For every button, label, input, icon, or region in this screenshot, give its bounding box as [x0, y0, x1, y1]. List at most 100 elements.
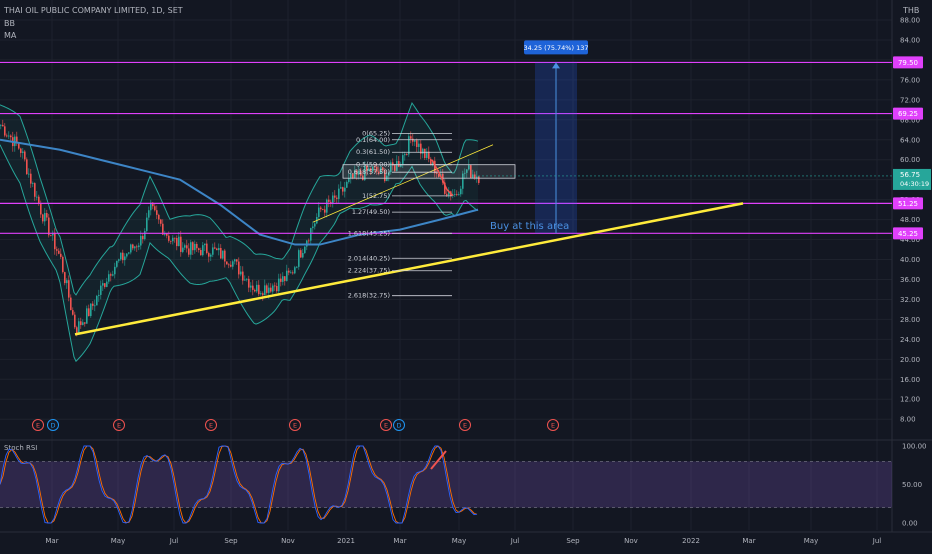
candle-body	[302, 253, 304, 258]
candle-body	[198, 248, 200, 251]
candle-body	[28, 173, 30, 175]
fib-level-label: 2.618(32.75)	[348, 292, 390, 300]
candle-body	[348, 178, 350, 182]
price-tick-label: 8.00	[900, 416, 916, 424]
time-tick-label: Nov	[624, 537, 638, 545]
indicator-bb-label[interactable]: BB	[4, 19, 15, 28]
candle-body	[166, 233, 168, 236]
candle-body	[196, 243, 198, 249]
candle-body	[206, 243, 208, 254]
candle-body	[244, 279, 246, 281]
candle-body	[120, 252, 122, 260]
candle-body	[262, 293, 264, 296]
candle-body	[390, 162, 392, 173]
candle-body	[8, 135, 10, 137]
candle-body	[178, 236, 180, 247]
candle-body	[454, 194, 456, 195]
price-tick-label: 20.00	[900, 356, 920, 364]
candle-body	[212, 247, 214, 255]
candle-body	[280, 278, 282, 282]
candle-body	[332, 195, 334, 203]
event-marker-label: E	[551, 422, 555, 430]
candle-body	[464, 172, 466, 174]
time-tick-label: Mar	[45, 537, 58, 545]
candle-body	[58, 250, 60, 254]
candle-body	[130, 244, 132, 253]
candle-body	[82, 322, 84, 325]
candle-body	[108, 274, 110, 282]
candle-body	[416, 140, 418, 147]
candle-body	[366, 165, 368, 171]
candle-body	[304, 246, 306, 254]
candle-body	[202, 245, 204, 256]
candle-body	[360, 170, 362, 176]
time-tick-label: 2022	[682, 537, 700, 545]
candle-body	[334, 195, 336, 198]
price-tick-label: 88.00	[900, 17, 920, 25]
candle-body	[330, 201, 332, 203]
candle-body	[162, 223, 164, 235]
event-marker	[547, 419, 559, 431]
candle-body	[172, 237, 174, 242]
level-tag	[893, 197, 923, 210]
event-marker	[32, 419, 44, 431]
candle-body	[98, 294, 100, 296]
candle-body	[264, 285, 266, 296]
candle-body	[296, 266, 298, 268]
time-tick-label: May	[804, 537, 818, 545]
candle-body	[444, 182, 446, 194]
event-marker-label: E	[463, 422, 467, 430]
candle-body	[398, 161, 400, 167]
candle-body	[78, 321, 80, 334]
bollinger-bands	[0, 102, 479, 363]
candle-body	[224, 250, 226, 262]
event-marker	[459, 419, 471, 431]
candle-body	[426, 151, 428, 158]
candle-body	[312, 226, 314, 229]
candle-body	[340, 187, 342, 189]
candle-body	[286, 270, 288, 281]
candle-body	[232, 261, 234, 267]
candle-body	[222, 250, 224, 259]
candle-body	[2, 124, 4, 127]
candle-body	[242, 271, 244, 281]
candle-body	[298, 250, 300, 267]
candle-body	[116, 260, 118, 267]
current-price-label: 56.75	[900, 171, 920, 179]
candle-body	[22, 151, 24, 153]
level-tag	[893, 56, 923, 69]
candle-body	[84, 322, 86, 324]
candle-body	[420, 143, 422, 154]
candle-body	[252, 285, 254, 290]
indicator-ma-label[interactable]: MA	[4, 31, 17, 40]
level-tag-label: 79.50	[898, 59, 918, 67]
price-tick-label: 60.00	[900, 156, 920, 164]
candle-body	[410, 136, 412, 139]
candle-body	[320, 207, 322, 210]
candle-body	[462, 173, 464, 189]
time-tick-label: 2021	[337, 537, 355, 545]
candle-body	[16, 136, 18, 144]
candle-body	[292, 272, 294, 274]
event-marker-label: D	[50, 422, 55, 430]
buy-annotation: Buy at this area	[490, 221, 569, 232]
candle-body	[428, 151, 430, 159]
candle-body	[34, 183, 36, 197]
candle-body	[54, 232, 56, 250]
candle-body	[128, 252, 130, 254]
candle-body	[220, 247, 222, 259]
price-tick-label: 84.00	[900, 36, 920, 44]
time-tick-label: Jul	[510, 537, 520, 545]
event-marker-label: E	[209, 422, 213, 430]
candle-body	[100, 285, 102, 295]
fibonacci-extension	[392, 133, 452, 297]
candle-body	[182, 247, 184, 252]
candle-body	[18, 143, 20, 149]
event-marker-label: E	[293, 422, 297, 430]
candle-body	[110, 274, 112, 276]
candle-body	[344, 187, 346, 192]
currency-label: THB	[903, 6, 920, 15]
candle-body	[324, 209, 326, 213]
